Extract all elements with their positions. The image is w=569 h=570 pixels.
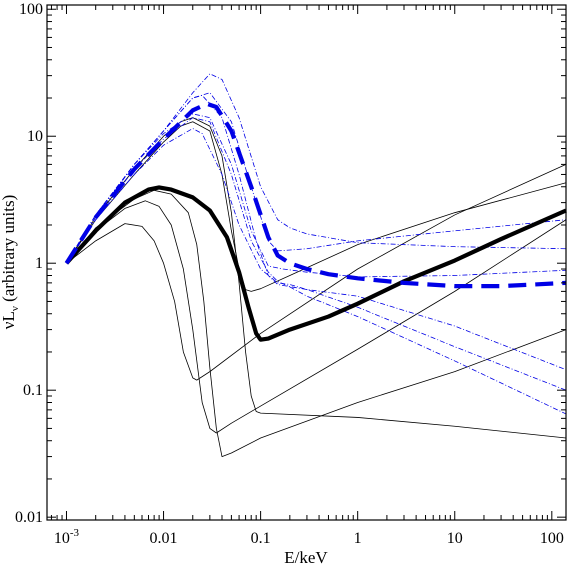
y-axis-label-sub: ν xyxy=(9,306,21,311)
y-tick-label: 0.1 xyxy=(23,382,43,399)
series-line-13 xyxy=(66,94,567,371)
x-tick-label: 0.01 xyxy=(150,530,178,547)
series-line-12 xyxy=(66,117,567,415)
y-tick-label: 0.01 xyxy=(15,509,43,526)
x-tick-label: 10-3 xyxy=(54,527,80,547)
plot-area: 10-3 0.01 0.1 1 10 100 0.01 0.1 1 10 100 xyxy=(15,1,567,547)
series-line-11 xyxy=(66,128,567,391)
series-layer xyxy=(64,73,567,457)
x-tick-label: 0.1 xyxy=(251,530,271,547)
y-axis-label-main: νL xyxy=(0,311,18,329)
series-line-3 xyxy=(66,164,567,381)
series-line-4 xyxy=(66,200,567,434)
series-line-6 xyxy=(66,121,567,292)
x-tick-label: 1 xyxy=(354,530,362,547)
plot-frame xyxy=(46,4,567,521)
series-line-2 xyxy=(64,101,567,289)
y-tick-label: 1 xyxy=(35,255,43,272)
y-axis-label: νLν (arbitrary units) xyxy=(0,195,21,329)
series-line-5 xyxy=(66,189,567,457)
y-axis-label-rest: (arbitrary units) xyxy=(0,195,18,306)
series-line-10 xyxy=(66,113,567,278)
series-line-9 xyxy=(66,92,567,264)
x-axis-label: E/keV xyxy=(284,548,328,567)
y-tick-label: 10 xyxy=(27,128,43,145)
x-tick-label: 100 xyxy=(540,530,564,547)
y-tick-label: 100 xyxy=(19,1,43,18)
series-line-1 xyxy=(64,185,567,342)
series-line-7 xyxy=(66,117,567,439)
x-tick-label: 10 xyxy=(447,530,463,547)
series-line-8 xyxy=(66,73,567,264)
tick-layer: 10-3 0.01 0.1 1 10 100 0.01 0.1 1 10 100 xyxy=(15,1,566,547)
